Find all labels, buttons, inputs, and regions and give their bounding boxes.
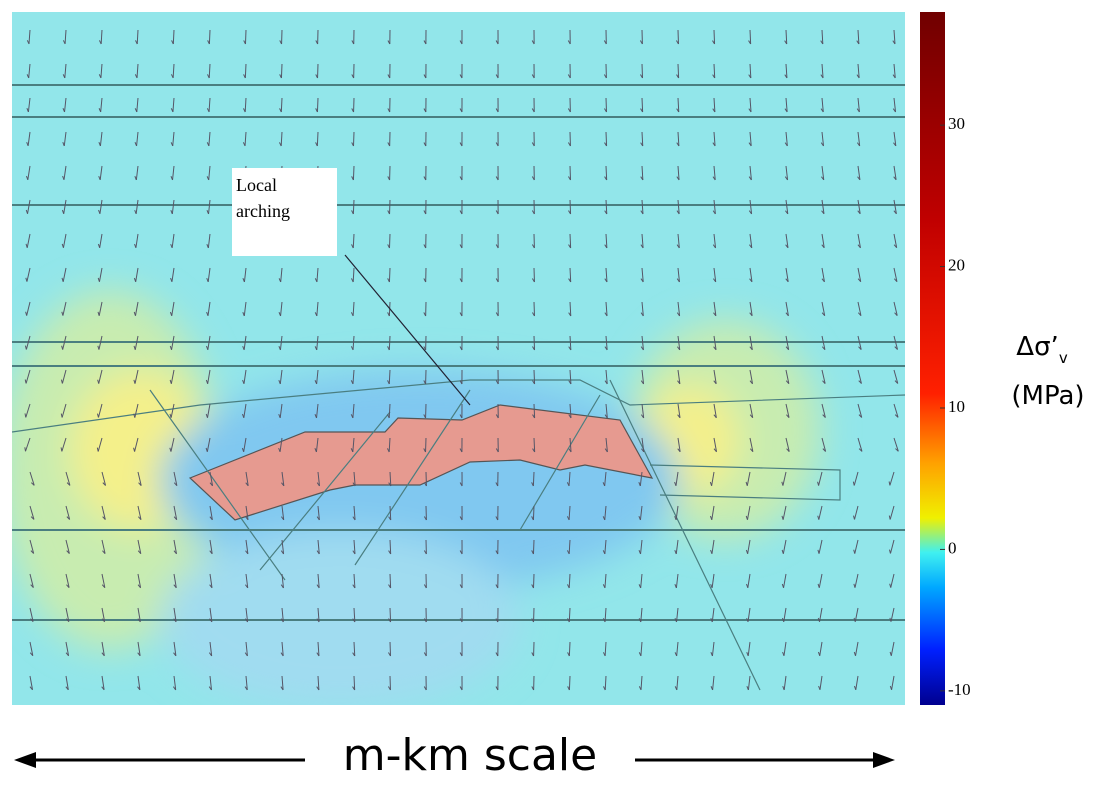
vector xyxy=(317,98,318,112)
colorbar-tick-label: 0 xyxy=(948,538,957,557)
vector xyxy=(389,234,390,248)
colorbar-symbol: Δσ’ xyxy=(1016,332,1059,362)
vector xyxy=(606,166,607,180)
vector xyxy=(534,336,535,350)
vector xyxy=(281,98,282,112)
vector xyxy=(570,268,571,282)
vector xyxy=(570,200,571,214)
vector xyxy=(390,608,391,622)
vector xyxy=(570,234,571,248)
vector xyxy=(750,30,751,44)
vector xyxy=(245,64,246,78)
vector xyxy=(534,370,535,384)
arrowhead xyxy=(14,752,36,768)
colorbar-tick-label: 10 xyxy=(948,397,965,416)
colorbar xyxy=(920,12,945,705)
colorbar-tick-label: 30 xyxy=(948,114,965,133)
vector xyxy=(678,64,679,78)
annotation: Local arching xyxy=(236,172,306,224)
vector xyxy=(569,676,570,690)
colorbar-unit: (MPa) xyxy=(1011,381,1084,411)
vector xyxy=(353,166,354,180)
vector xyxy=(281,64,282,78)
vector xyxy=(534,438,535,452)
vector xyxy=(642,98,643,112)
vector xyxy=(317,132,318,146)
vector xyxy=(390,642,391,656)
vector xyxy=(390,574,391,588)
vector xyxy=(389,268,390,282)
vector xyxy=(533,506,534,520)
scale-label: m-km scale xyxy=(343,730,597,781)
vector xyxy=(245,30,246,44)
vector xyxy=(533,540,534,554)
vector-head xyxy=(25,447,26,451)
vector xyxy=(173,30,174,44)
vector xyxy=(389,336,390,350)
colorbar-label: Δσ’v xyxy=(1016,332,1068,367)
vector xyxy=(569,608,570,622)
colorbar-tick-label: -10 xyxy=(948,680,971,699)
vector xyxy=(534,404,535,418)
stress-map: Local arching xyxy=(0,12,905,710)
vector xyxy=(533,472,534,486)
annotation-holder: Local arching xyxy=(236,172,336,256)
vector xyxy=(606,132,607,146)
vector xyxy=(714,30,715,44)
vector xyxy=(209,30,210,44)
vector xyxy=(354,676,355,690)
figure: Local arching -10 0 10 20 30 Δσ’v (MPa) m-km… xyxy=(0,0,1113,785)
vector xyxy=(353,200,354,214)
vector xyxy=(569,642,570,656)
colorbar-subscript: v xyxy=(1059,349,1068,367)
vector xyxy=(642,64,643,78)
vector xyxy=(390,540,391,554)
arrowhead xyxy=(873,752,895,768)
colorbar-tick-label: 20 xyxy=(948,255,965,274)
